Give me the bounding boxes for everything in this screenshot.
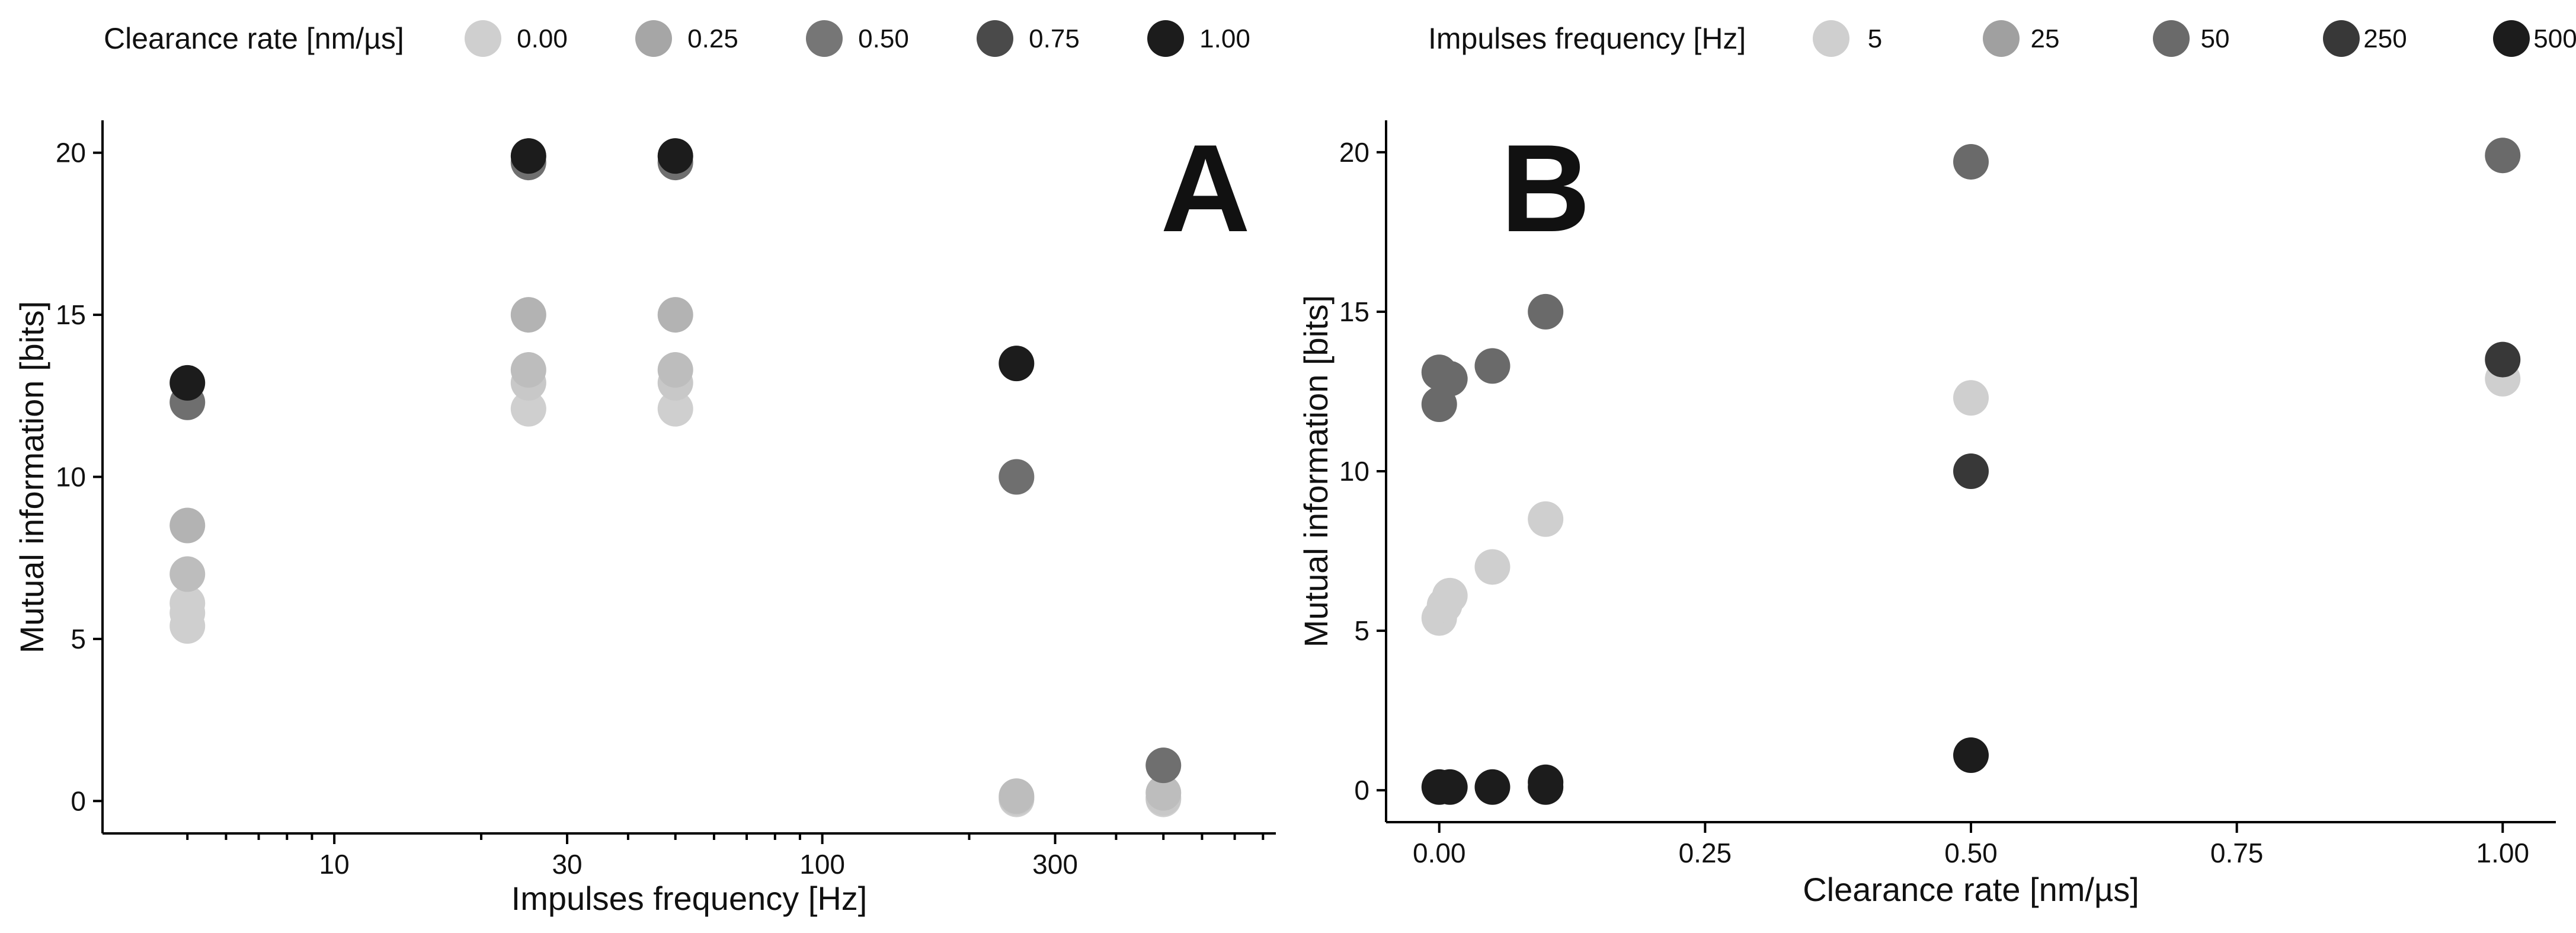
y-tick-label-a: 10	[56, 462, 86, 493]
legend-a-label: 0.25	[687, 24, 738, 53]
x-tick-label-b: 0.25	[1679, 838, 1732, 868]
data-point-b	[1953, 453, 1989, 489]
ticks-b: 0.00 0.25 0.50 0.75 1.00 0 5 10 15 20	[1339, 137, 2529, 868]
legend-b: Impulses frequency [Hz] 5 25 50 250 500	[1428, 20, 2576, 57]
data-point-b	[1474, 769, 1511, 805]
x-axis-label-a: Impulses frequency [Hz]	[511, 880, 868, 917]
data-point-a	[1145, 775, 1182, 811]
x-tick-label-a: 30	[552, 849, 582, 880]
data-point-a	[657, 352, 693, 388]
panel-label-a: A	[1160, 119, 1250, 258]
data-point-b	[1474, 348, 1511, 384]
data-point-b	[2485, 138, 2521, 174]
data-point-a	[510, 138, 546, 174]
data-point-b	[1528, 764, 1564, 800]
y-tick-label-b: 15	[1339, 296, 1369, 327]
legend-a-label: 1.00	[1199, 24, 1250, 53]
data-point-b	[2485, 341, 2521, 378]
ticks-a: 10 30 100 300 0 5 10 15 20	[56, 138, 1265, 880]
x-tick-label-a: 10	[319, 849, 350, 880]
legend-a-label: 0.75	[1029, 24, 1080, 53]
data-point-b	[1421, 354, 1457, 391]
panel-b: Impulses frequency [Hz] 5 25 50 250 500 0.00…	[1297, 20, 2576, 908]
legend-b-label: 25	[2031, 24, 2060, 53]
legend-b-label: 50	[2201, 24, 2230, 53]
legend-b-label: 500	[2533, 24, 2576, 53]
legend-b-label: 5	[1868, 24, 1882, 53]
data-point-a	[169, 585, 206, 621]
x-tick-label-b: 0.75	[2210, 838, 2264, 868]
data-point-a	[169, 556, 206, 592]
data-point-b	[1474, 549, 1511, 585]
y-tick-label-a: 20	[56, 138, 86, 168]
legend-a-swatch	[977, 20, 1013, 57]
legend-a-title: Clearance rate [nm/µs]	[104, 22, 404, 55]
data-point-b	[1953, 380, 1989, 416]
legend-b-label: 250	[2363, 24, 2407, 53]
x-tick-label-b: 0.50	[1944, 838, 1998, 868]
data-point-a	[999, 778, 1035, 814]
data-point-a	[657, 138, 693, 174]
data-point-b	[1528, 501, 1564, 537]
data-point-b	[1953, 737, 1989, 773]
legend-b-title: Impulses frequency [Hz]	[1428, 22, 1746, 55]
legend-a-swatch	[465, 20, 501, 57]
x-tick-label-a: 300	[1032, 849, 1078, 880]
data-point-a	[999, 459, 1035, 495]
legend-b-swatch	[2323, 20, 2360, 57]
data-point-a	[510, 391, 546, 427]
legend-b-entries: 5 25 50 250 500	[1813, 20, 2576, 57]
y-tick-label-b: 20	[1339, 137, 1369, 168]
legend-b-swatch	[1983, 20, 2020, 57]
data-point-b	[1432, 769, 1468, 805]
x-tick-label-b: 0.00	[1413, 838, 1466, 868]
legend-a-label: 0.50	[858, 24, 909, 53]
x-tick-label-a: 100	[799, 849, 845, 880]
data-point-a	[169, 507, 206, 544]
data-point-a	[1145, 747, 1182, 784]
y-tick-label-a: 5	[71, 624, 86, 654]
data-point-a	[510, 297, 546, 333]
legend-a-entries: 0.00 0.25 0.50 0.75 1.00	[465, 20, 1250, 57]
legend-a-swatch	[635, 20, 672, 57]
plot-area-b: 0.00 0.25 0.50 0.75 1.00 0 5 10 15 20 B Clearance…	[1297, 119, 2556, 908]
points-b	[1421, 138, 2521, 805]
x-axis-label-b: Clearance rate [nm/µs]	[1803, 871, 2139, 908]
x-tick-label-b: 1.00	[2476, 838, 2530, 868]
data-point-a	[657, 297, 693, 333]
y-axis-label-a: Mutual information [bits]	[13, 301, 50, 653]
data-point-a	[999, 346, 1035, 382]
plot-area-a: 10 30 100 300 0 5 10 15 20 A Impulses frequency …	[13, 119, 1276, 917]
legend-a-swatch	[806, 20, 843, 57]
legend-a-label: 0.00	[517, 24, 568, 53]
y-tick-label-a: 0	[71, 785, 86, 816]
points-a	[169, 138, 1182, 817]
data-point-b	[1528, 293, 1564, 330]
panel-label-b: B	[1500, 119, 1591, 258]
data-point-a	[169, 365, 206, 401]
data-point-b	[1953, 143, 1989, 180]
y-tick-label-b: 10	[1339, 456, 1369, 487]
legend-a-swatch	[1147, 20, 1184, 57]
panel-a: Clearance rate [nm/µs] 0.00 0.25 0.50 0.75 1…	[13, 20, 1276, 917]
y-tick-label-b: 0	[1354, 775, 1369, 806]
legend-b-swatch	[1813, 20, 1849, 57]
legend-a: Clearance rate [nm/µs] 0.00 0.25 0.50 0.75 1…	[104, 20, 1250, 57]
legend-b-swatch	[2493, 20, 2530, 57]
y-tick-label-b: 5	[1354, 615, 1369, 646]
y-axis-label-b: Mutual information [bits]	[1297, 295, 1335, 647]
data-point-a	[510, 352, 546, 388]
data-point-b	[1432, 577, 1468, 614]
legend-b-swatch	[2153, 20, 2190, 57]
y-tick-label-a: 15	[56, 299, 86, 330]
data-point-a	[657, 391, 693, 427]
